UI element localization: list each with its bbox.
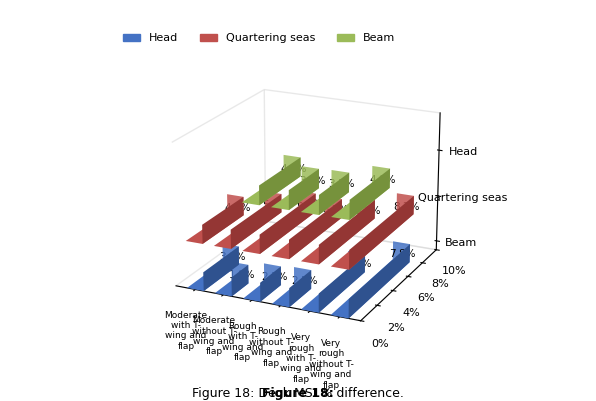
Legend: Head, Quartering seas, Beam: Head, Quartering seas, Beam [119, 29, 399, 48]
Text: Figure 18:: Figure 18: [262, 387, 334, 400]
Text: Figure 18: Deck MSI % difference.: Figure 18: Deck MSI % difference. [192, 387, 404, 400]
